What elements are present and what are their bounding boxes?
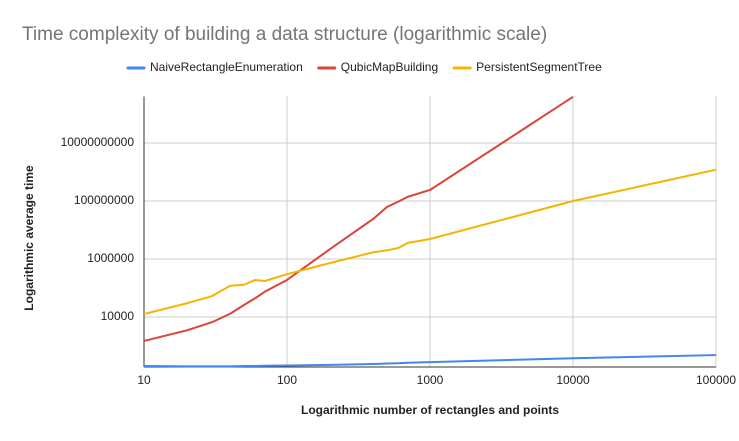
y-tick-label: 10000000000 xyxy=(61,135,135,149)
x-tick-label: 10000 xyxy=(556,373,590,387)
x-axis-title: Logarithmic number of rectangles and poi… xyxy=(301,403,559,417)
y-tick-label: 100000000 xyxy=(74,193,134,207)
x-tick-label: 100000 xyxy=(696,373,736,387)
series-line xyxy=(143,354,717,368)
chart-title: Time complexity of building a data struc… xyxy=(22,24,547,45)
x-tick-label: 100 xyxy=(277,373,297,387)
x-tick-label: 1000 xyxy=(417,373,444,387)
x-tick-label: 10 xyxy=(137,373,151,387)
series-line xyxy=(143,95,574,342)
y-axis-title: Logarithmic average time xyxy=(22,165,36,311)
legend-label: PersistentSegmentTree xyxy=(476,60,602,74)
legend-label: NaiveRectangleEnumeration xyxy=(150,60,303,74)
plot-area xyxy=(143,95,717,368)
series-line xyxy=(143,168,717,316)
y-tick-label: 1000000 xyxy=(87,251,134,265)
y-tick-label: 10000 xyxy=(101,309,135,323)
legend-label: QubicMapBuilding xyxy=(341,60,438,74)
